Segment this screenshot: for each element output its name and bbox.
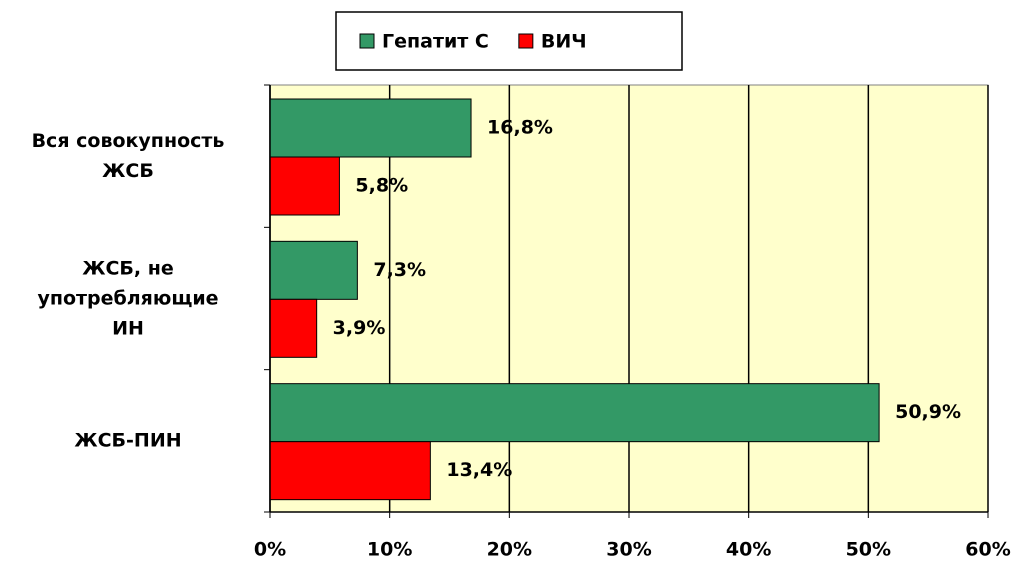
x-tick-label: 40% xyxy=(726,539,771,561)
bar xyxy=(269,441,431,501)
legend-swatch xyxy=(359,33,375,49)
legend-label: Гепатит С xyxy=(382,31,489,53)
legend-label: ВИЧ xyxy=(541,31,587,53)
y-tick-label: ЖСБ-ПИН xyxy=(74,429,181,451)
legend-swatch xyxy=(518,33,534,49)
bar xyxy=(269,98,472,158)
x-tick-label: 10% xyxy=(367,539,412,561)
data-label: 7,3% xyxy=(373,259,426,281)
y-tick-label: ЖСБ, не употребляющие ИН xyxy=(37,257,218,339)
x-tick-label: 30% xyxy=(606,539,651,561)
data-label: 13,4% xyxy=(446,459,512,481)
bar xyxy=(269,298,318,358)
x-tick-label: 60% xyxy=(965,539,1010,561)
bar xyxy=(269,240,358,300)
bar xyxy=(269,383,880,443)
data-label: 16,8% xyxy=(487,117,553,139)
legend-box xyxy=(335,11,683,71)
x-tick-label: 0% xyxy=(254,539,286,561)
x-tick-label: 50% xyxy=(846,539,891,561)
x-tick-label: 20% xyxy=(487,539,532,561)
data-label: 50,9% xyxy=(895,401,961,423)
data-label: 5,8% xyxy=(355,175,408,197)
data-label: 3,9% xyxy=(333,317,386,339)
bar xyxy=(269,156,340,216)
y-tick-label: Вся совокупность ЖСБ xyxy=(32,130,225,182)
